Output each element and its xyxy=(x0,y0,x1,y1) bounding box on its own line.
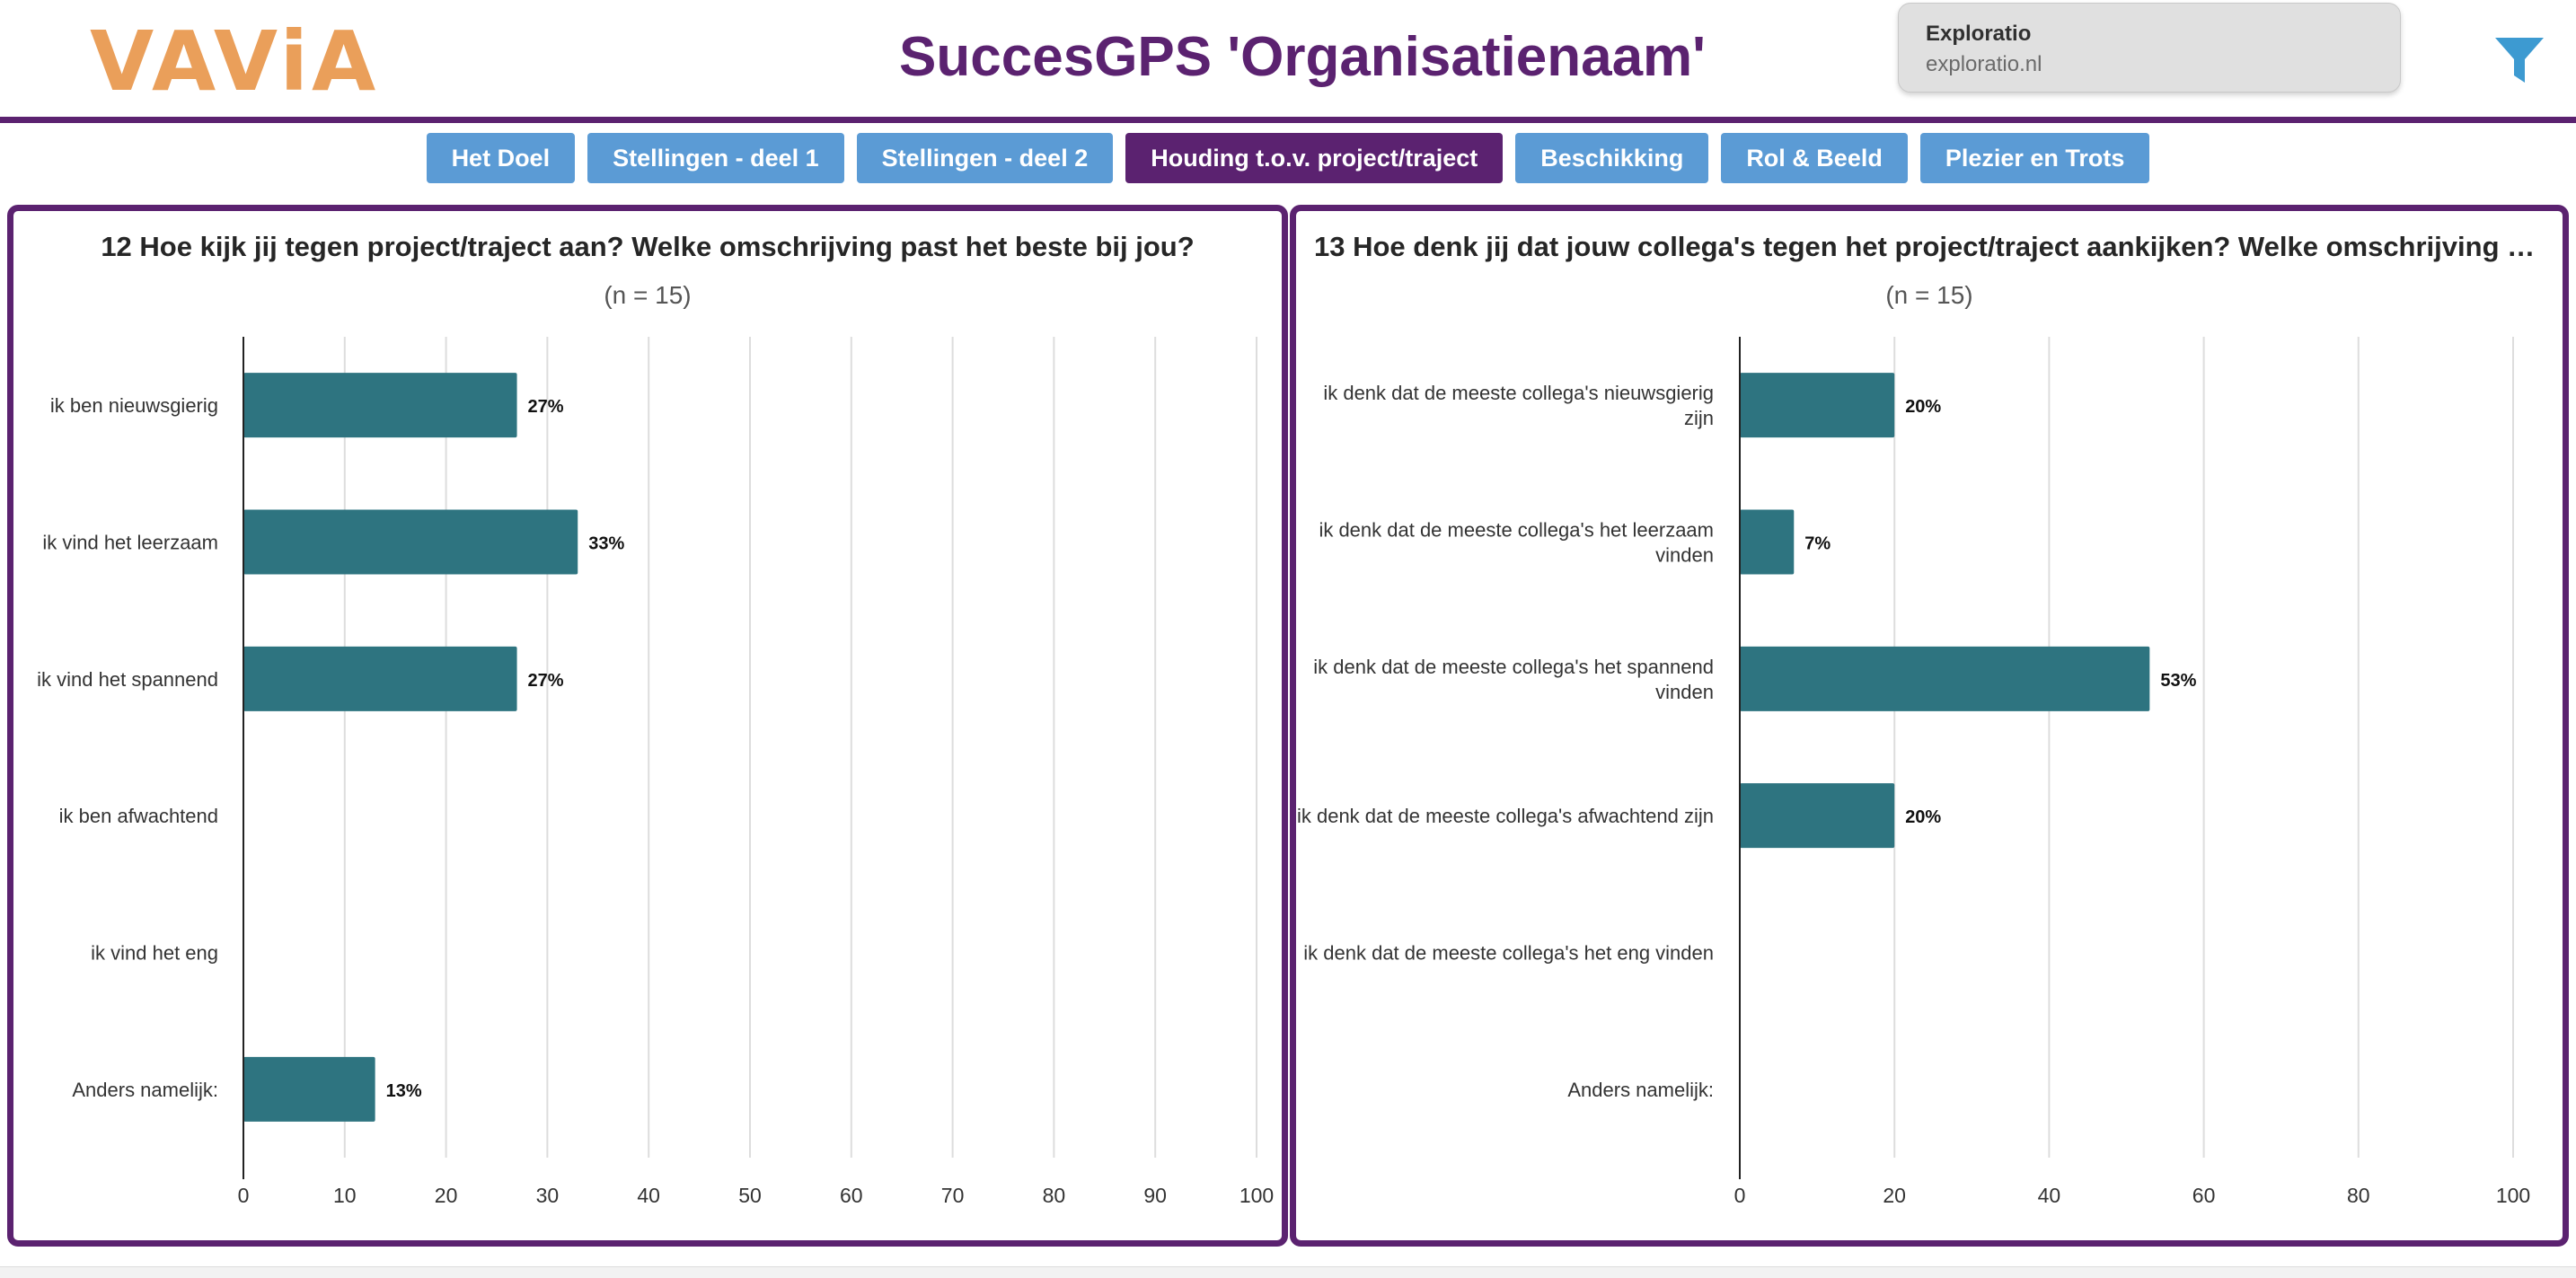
filter-icon xyxy=(2495,38,2544,83)
bar-chart-q13: 0 20 40 60 80 100 ik denk dat de meeste colleg… xyxy=(1297,337,2530,1207)
data-label: 13% xyxy=(386,1081,422,1101)
tooltip-url: exploratio.nl xyxy=(1926,52,2042,76)
tab-stellingen-deel-2[interactable]: Stellingen - deel 2 xyxy=(856,133,1114,183)
x-tick-label: 0 xyxy=(1734,1184,1746,1207)
x-tick-label: 20 xyxy=(435,1184,458,1207)
x-tick-label: 80 xyxy=(2347,1184,2370,1207)
tab-houding[interactable]: Houding t.o.v. project/traject xyxy=(1125,133,1504,183)
category-label: ik denk dat de meeste collega's het span… xyxy=(1313,656,1714,678)
category-label: ik vind het leerzaam xyxy=(42,532,218,554)
category-label: zijn xyxy=(1684,407,1714,429)
chart-panel-q12: 12 Hoe kijk jij tegen project/traject aa… xyxy=(7,205,1288,1247)
category-label: ik vind het eng xyxy=(91,942,218,965)
bottom-edge xyxy=(0,1266,2576,1278)
tooltip-title: Exploratio xyxy=(1926,22,2032,46)
category-label: ik ben afwachtend xyxy=(59,805,218,827)
category-label: vinden xyxy=(1655,681,1714,703)
x-tick-label: 0 xyxy=(238,1184,250,1207)
x-tick-label: 100 xyxy=(2496,1184,2530,1207)
data-label: 27% xyxy=(528,397,564,417)
x-tick-label: 20 xyxy=(1883,1184,1906,1207)
category-label: ik ben nieuwsgierig xyxy=(50,394,218,417)
tab-rol-beeld[interactable]: Rol & Beeld xyxy=(1721,133,1908,183)
data-label: 27% xyxy=(528,671,564,691)
bar xyxy=(243,646,517,711)
x-tick-label: 60 xyxy=(2192,1184,2216,1207)
bar xyxy=(1740,646,2150,711)
data-label: 7% xyxy=(1804,534,1831,554)
bar xyxy=(1740,783,1895,849)
header-divider xyxy=(0,117,2576,123)
category-label: ik vind het spannend xyxy=(37,668,218,691)
bar xyxy=(1740,373,1895,438)
category-label: Anders namelijk: xyxy=(72,1079,218,1101)
chart-panel-q13: 13 Hoe denk jij dat jouw collega's tegen… xyxy=(1290,205,2569,1247)
data-label: 53% xyxy=(2160,671,2196,691)
tab-plezier-trots[interactable]: Plezier en Trots xyxy=(1919,133,2150,183)
filter-button[interactable] xyxy=(2488,27,2551,90)
bar-chart-q12: 0 10 20 30 40 50 60 70 80 90 100 ik ben nieuwsgieri… xyxy=(37,337,1274,1207)
x-tick-label: 90 xyxy=(1143,1184,1167,1207)
logo: VAViA xyxy=(90,13,380,110)
x-tick-label: 80 xyxy=(1043,1184,1066,1207)
chart-subtitle: (n = 15) xyxy=(1885,281,1973,309)
tab-beschikking[interactable]: Beschikking xyxy=(1515,133,1709,183)
x-tick-label: 30 xyxy=(536,1184,560,1207)
tab-stellingen-deel-1[interactable]: Stellingen - deel 1 xyxy=(587,133,844,183)
tab-het-doel[interactable]: Het Doel xyxy=(426,133,576,183)
link-tooltip: Exploratio exploratio.nl xyxy=(1898,3,2401,93)
category-label: ik denk dat de meeste collega's afwachte… xyxy=(1297,805,1714,827)
data-label: 20% xyxy=(1905,397,1941,417)
data-label: 33% xyxy=(588,534,624,554)
bar xyxy=(243,509,578,575)
bar xyxy=(243,373,517,438)
tab-bar: Het Doel Stellingen - deel 1 Stellingen … xyxy=(0,133,2576,183)
category-label: ik denk dat de meeste collega's het eng … xyxy=(1303,942,1714,965)
category-label: ik denk dat de meeste collega's het leer… xyxy=(1319,519,1714,542)
category-label: vinden xyxy=(1655,544,1714,567)
x-tick-label: 10 xyxy=(333,1184,357,1207)
x-tick-label: 60 xyxy=(840,1184,863,1207)
category-label: Anders namelijk: xyxy=(1567,1079,1714,1101)
category-label: ik denk dat de meeste collega's nieuwsgi… xyxy=(1323,382,1714,404)
bar xyxy=(1740,509,1795,575)
data-label: 20% xyxy=(1905,807,1941,827)
chart-subtitle: (n = 15) xyxy=(604,281,692,309)
page-title: SuccesGPS 'Organisatienaam' xyxy=(899,26,1706,88)
x-tick-label: 70 xyxy=(941,1184,965,1207)
x-tick-label: 100 xyxy=(1239,1184,1274,1207)
x-tick-label: 50 xyxy=(738,1184,762,1207)
x-tick-label: 40 xyxy=(637,1184,660,1207)
bar xyxy=(243,1056,375,1122)
x-tick-label: 40 xyxy=(2038,1184,2061,1207)
header: VAViA SuccesGPS 'Organisatienaam' Explor… xyxy=(0,0,2576,119)
